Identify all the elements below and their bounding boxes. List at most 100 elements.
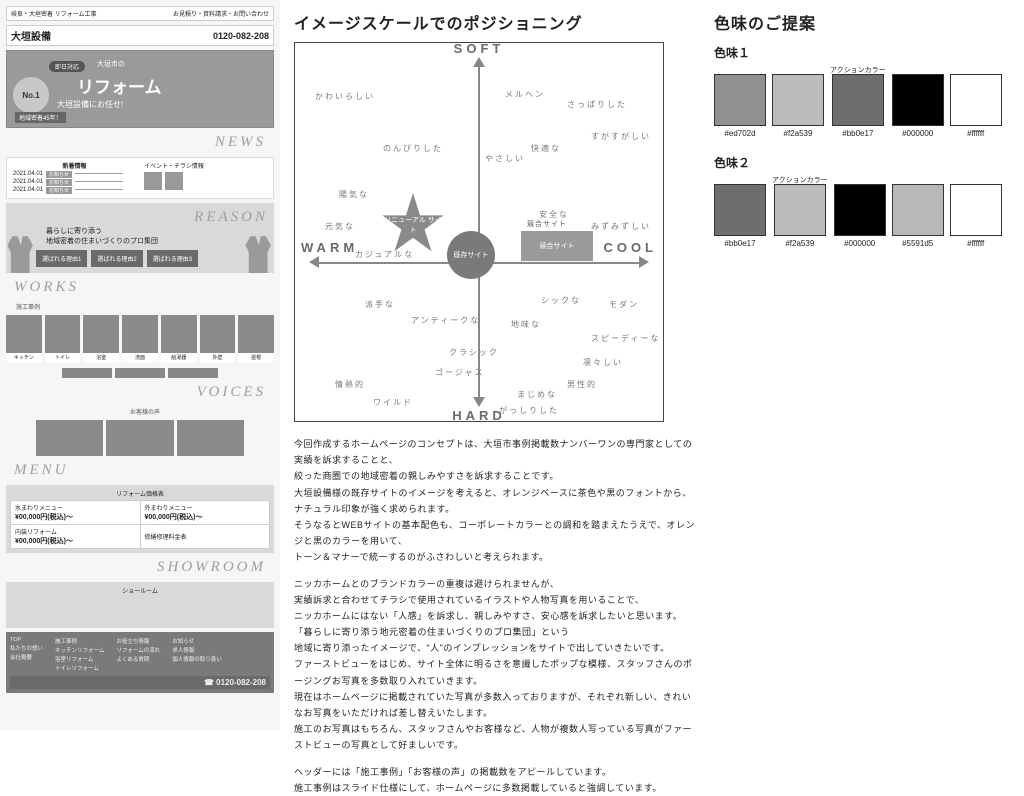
work-card[interactable]: キッチン [6,315,42,362]
arrowhead-icon [639,256,649,268]
color-swatch: #f2a539 [772,65,824,138]
map-term: やさしい [485,153,525,164]
map-term: さっぱりした [567,99,627,110]
footer-link[interactable]: キッチンリフォーム [55,646,104,654]
silhouette-icon [4,227,38,273]
hero-title: リフォーム [77,73,162,98]
header-note-right: お見積り・資料請求・お問い合わせ [173,9,269,18]
swatch-box [832,74,884,126]
footer-link[interactable]: リフォームの流れ [116,646,160,654]
palettes-title: 色味のご提案 [714,10,1016,34]
swatch-box [774,184,826,236]
news-box: 新着情報 2021.04.01お知らせ————————2021.04.01お知ら… [6,157,274,199]
voice-card[interactable] [36,420,103,456]
swatch-hex: #000000 [902,129,933,138]
work-card[interactable]: 外壁 [200,315,236,362]
color-swatch: #5591d5 [892,175,944,248]
map-term: まじめな [517,389,557,400]
map-term: 地味な [511,319,541,330]
footer-link[interactable]: 施工事例 [55,637,104,645]
footer-link[interactable]: トイレリフォーム [55,664,104,672]
hero-tag: 地域密着45年！ [15,112,66,123]
swatch-box [892,184,944,236]
voice-card[interactable] [106,420,173,456]
map-term: アンティークな [411,315,480,326]
header-phone: 0120-082-208 [213,31,269,41]
swatch-box [772,74,824,126]
color-swatch: #000000 [834,175,886,248]
voices-title: VOICES [6,382,274,403]
map-term: みずみずしい [591,221,651,232]
map-term: クラシック [449,347,499,358]
reason-button[interactable]: 選ばれる理由2 [91,250,142,267]
axis-hard: HARD [452,408,506,423]
hero: 即日対応 No.1 大垣市の リフォーム 大垣設備にお任せ! 地域密着45年！ [6,50,274,128]
works-sub: 施工事例 [16,302,274,311]
voice-card[interactable] [177,420,244,456]
color-swatch: アクションカラー #f2a539 [772,175,828,248]
footer-link[interactable]: 会社概要 [10,653,43,661]
map-term: メルヘン [505,89,545,100]
map-term: 情熱的 [335,379,365,390]
footer-link[interactable]: 浴室リフォーム [55,655,104,663]
mock-header-main: 大垣設備 0120-082-208 [6,25,274,46]
footer-link[interactable]: 個人情報の取り扱い [172,655,222,663]
arrowhead-icon [473,397,485,407]
news-title: NEWS [6,132,274,153]
map-term: 快適な [531,143,561,154]
hero-sub: 大垣設備にお任せ! [57,99,123,110]
work-card[interactable]: 屋根 [238,315,274,362]
hero-badge-text: No.1 [22,91,39,100]
reason-lead2: 地域密着の住まいづくりのプロ集団 [46,236,268,246]
swatch-hex: #ed702d [724,129,755,138]
works-title: WORKS [6,277,274,298]
footer-link[interactable]: お役立ち情報 [116,637,160,645]
arrowhead-icon [309,256,319,268]
reason-section: REASON 暮らしに寄り添う 地域密着の住まいづくりのプロ集団 選ばれる理由1… [6,203,274,273]
hero-pretitle: 大垣市の [97,59,125,69]
footer-link[interactable]: お知らせ [172,637,222,645]
map-term: がっしりした [499,405,559,416]
map-term: 派手な [365,299,395,310]
map-term: 男性的 [567,379,597,390]
news-sub: 新着情報 [13,161,136,170]
news-line: 2021.04.01お知らせ———————— [13,179,136,186]
work-card[interactable]: 洗面 [122,315,158,362]
footer-link[interactable]: TOP [10,637,43,643]
swatch-hex: #bb0e17 [842,129,873,138]
footer-link[interactable]: よくある質問 [116,655,160,663]
work-card[interactable]: トイレ [45,315,81,362]
swatch-box [714,74,766,126]
axis-cool: COOL [603,240,657,255]
footer-column: 施工事例キッチンリフォーム浴室リフォームトイレリフォーム [55,636,104,673]
work-card[interactable]: 浴室 [83,315,119,362]
map-term: 元気な [325,221,355,232]
reason-button[interactable]: 選ばれる理由1 [36,250,87,267]
reason-lead1: 暮らしに寄り添う [46,226,268,236]
news-line: 2021.04.01お知らせ———————— [13,171,136,178]
swatch-box [714,184,766,236]
footer-link[interactable]: 私たちの想い [10,644,43,652]
map-term: のんびりした [383,143,443,154]
mock-header: 岐阜・大垣密着 リフォーム工事 お見積り・資料請求・お問い合わせ [6,6,274,21]
hero-badge: No.1 [13,77,49,113]
map-title: イメージスケールでのポジショニング [294,10,700,34]
color-swatch: #ed702d [714,65,766,138]
color-proposals: 色味のご提案 色味１ #ed702d #f2a539アクションカラー #bb0e… [714,0,1024,730]
swatch-hex: #ffffff [967,129,984,138]
footer-link[interactable]: 求人情報 [172,646,222,654]
node-existing-site: 既存サイト [447,231,495,279]
swatch-hex: #ffffff [967,239,984,248]
reason-title: REASON [12,209,268,226]
node-competitor-site: 競合サイト [521,231,593,261]
map-term: ゴージャス [435,367,484,378]
reason-button[interactable]: 選ばれる理由3 [147,250,198,267]
color-swatch: #000000 [892,65,944,138]
center-column: イメージスケールでのポジショニング SOFT HARD WARM COOL かわ… [280,0,714,730]
menu-box: リフォーム価格表 水まわりメニュー¥00,000円(税込)〜外まわりメニュー¥0… [6,485,274,553]
hero-pill: 即日対応 [49,61,85,72]
work-card[interactable]: 給湯器 [161,315,197,362]
brand-logo: 大垣設備 [11,28,51,43]
map-term: シックな [541,295,581,306]
action-label: アクションカラー [830,65,886,73]
